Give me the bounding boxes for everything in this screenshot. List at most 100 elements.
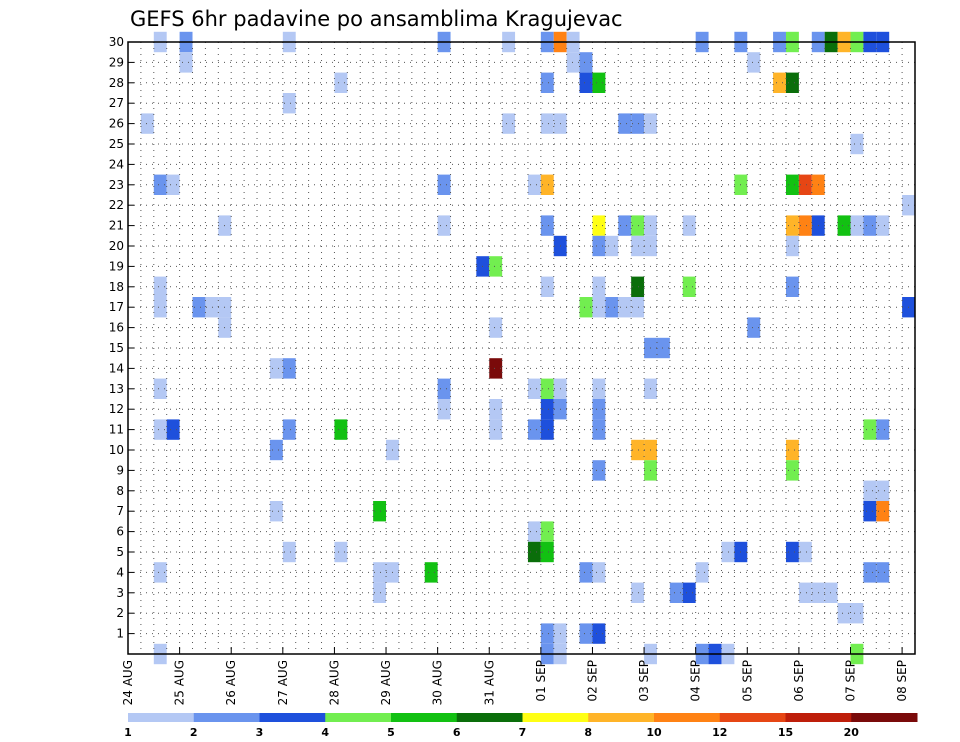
heatmap-cell — [373, 582, 387, 603]
y-tick-label: 8 — [116, 484, 124, 498]
heatmap-cell — [269, 358, 283, 379]
y-tick-label: 25 — [109, 137, 124, 151]
heatmap-cell — [192, 297, 206, 318]
heatmap-cell — [592, 460, 606, 481]
heatmap-cell — [631, 297, 645, 318]
heatmap-cell — [489, 317, 503, 338]
legend-swatch — [522, 713, 589, 722]
y-tick-label: 16 — [109, 321, 124, 335]
x-tick-label: 30 AUG — [431, 660, 445, 705]
heatmap-cell — [631, 276, 645, 297]
heatmap-cell — [785, 439, 799, 461]
y-tick-label: 18 — [109, 280, 124, 294]
heatmap-cell — [269, 501, 283, 522]
heatmap-cell — [540, 276, 554, 297]
heatmap-cell — [785, 235, 799, 257]
heatmap-cell — [850, 215, 864, 236]
chart-title: GEFS 6hr padavine po ansamblima Kragujev… — [130, 7, 623, 31]
heatmap-cell — [282, 541, 296, 563]
heatmap-cell — [876, 562, 890, 583]
legend-level-label: 3 — [256, 726, 264, 739]
heatmap-cell — [592, 72, 606, 93]
heatmap-cell — [540, 399, 554, 420]
heatmap-cell — [785, 276, 799, 297]
heatmap-cell — [566, 52, 580, 73]
legend-level-label: 10 — [646, 726, 662, 739]
y-tick-label: 26 — [109, 117, 124, 131]
x-tick-label: 08 SEP — [895, 660, 909, 702]
heatmap-cell — [153, 297, 167, 318]
heatmap-cell — [592, 399, 606, 420]
legend-level-label: 5 — [387, 726, 395, 739]
heatmap-cell — [798, 215, 812, 236]
legend-level-label: 2 — [190, 726, 198, 739]
heatmap-cell — [579, 562, 593, 583]
heatmap-cell — [605, 297, 619, 318]
y-tick-label: 14 — [109, 361, 124, 375]
heatmap-cell — [424, 562, 438, 583]
heatmap-cell — [721, 541, 735, 563]
heatmap-cell — [579, 297, 593, 318]
heatmap-cell — [592, 419, 606, 440]
grid-lines — [128, 41, 915, 654]
x-tick-label: 24 AUG — [121, 660, 135, 705]
heatmap-cell — [540, 378, 554, 399]
legend-level-label: 7 — [519, 726, 527, 739]
heatmap-cell — [540, 215, 554, 236]
y-tick-label: 5 — [116, 545, 124, 559]
heatmap-cell — [592, 215, 606, 236]
y-tick-label: 4 — [116, 565, 124, 579]
heatmap-cell — [166, 419, 180, 440]
legend-swatch — [588, 713, 655, 722]
heatmap-cell — [592, 276, 606, 297]
y-tick-label: 15 — [109, 341, 124, 355]
heatmap-cell — [876, 419, 890, 440]
y-tick-label: 20 — [109, 239, 124, 253]
heatmap-cell — [837, 603, 851, 624]
x-tick-label: 07 SEP — [843, 660, 857, 702]
heatmap-cell — [618, 215, 632, 236]
heatmap-cell — [489, 419, 503, 440]
heatmap-cell — [540, 623, 554, 644]
heatmap-cell — [437, 378, 451, 399]
legend-level-label: 8 — [584, 726, 592, 739]
y-tick-label: 30 — [109, 35, 124, 49]
heatmap-cell — [618, 113, 632, 134]
heatmap-cell — [579, 72, 593, 93]
heatmap-cell — [605, 235, 619, 257]
y-tick-label: 9 — [116, 463, 124, 477]
heatmap-cell — [592, 378, 606, 399]
heatmap-cell — [540, 521, 554, 542]
heatmap-cell — [682, 276, 696, 297]
y-tick-label: 19 — [109, 259, 124, 273]
heatmap-cell — [140, 113, 154, 134]
heatmap-cell — [179, 52, 193, 73]
heatmap-cell — [631, 235, 645, 257]
heatmap-cell — [540, 113, 554, 134]
heatmap-cell — [205, 297, 219, 318]
heatmap-cell — [631, 582, 645, 603]
legend-level-label: 20 — [844, 726, 860, 739]
heatmap-cell — [437, 174, 451, 195]
legend-swatch — [785, 713, 852, 722]
heatmap-cell — [876, 480, 890, 501]
heatmap-cell — [695, 562, 709, 583]
heatmap-cell — [334, 541, 348, 563]
legend-level-label: 1 — [124, 726, 132, 739]
y-tick-label: 12 — [109, 402, 124, 416]
heatmap-cell — [876, 501, 890, 522]
heatmap-cell — [502, 113, 516, 134]
heatmap-cell — [618, 297, 632, 318]
legend-level-label: 12 — [712, 726, 727, 739]
heatmap-cell — [282, 93, 296, 114]
heatmap-cell — [785, 215, 799, 236]
heatmap-cell — [334, 419, 348, 440]
y-tick-label: 21 — [109, 219, 124, 233]
heatmap-cell — [153, 378, 167, 399]
x-tick-label: 03 SEP — [637, 660, 651, 702]
heatmap-cell — [773, 72, 786, 93]
heatmap-cell — [863, 480, 877, 501]
heatmap-cell — [837, 215, 851, 236]
heatmap-cell — [850, 603, 864, 624]
